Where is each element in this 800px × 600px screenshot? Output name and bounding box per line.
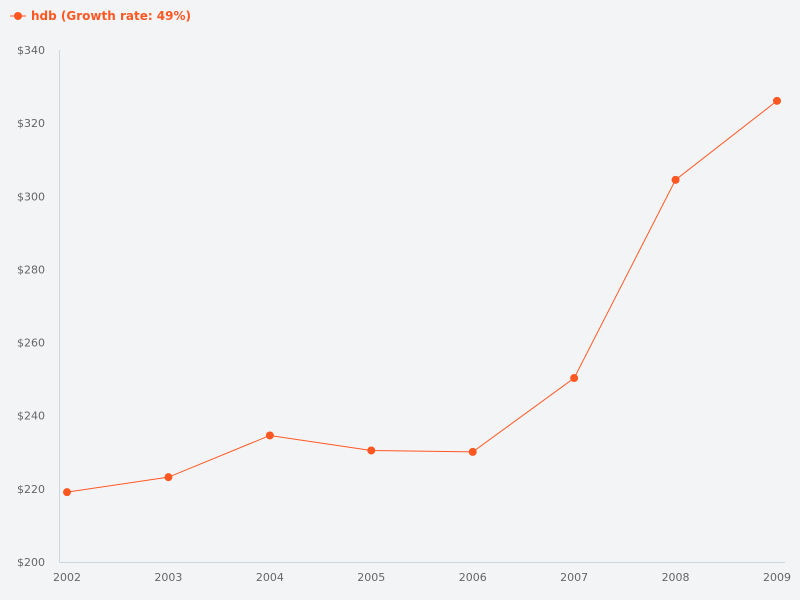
x-tick-label: 2006	[459, 571, 487, 584]
data-point	[367, 446, 376, 455]
legend[interactable]: hdb (Growth rate: 49%)	[10, 9, 191, 23]
series-line	[66, 100, 778, 493]
x-tick-label: 2008	[662, 571, 690, 584]
data-point	[773, 96, 781, 105]
y-tick-label: $300	[17, 190, 45, 203]
data-point	[468, 447, 477, 456]
y-tick-label: $320	[17, 117, 45, 130]
legend-marker-icon	[10, 12, 26, 20]
y-tick-label: $200	[17, 556, 45, 569]
x-tick-label: 2002	[53, 571, 81, 584]
data-point	[265, 431, 274, 440]
x-tick-label: 2003	[154, 571, 182, 584]
x-tick-label: 2007	[560, 571, 588, 584]
data-point	[570, 374, 579, 383]
data-point	[164, 473, 173, 482]
y-tick-label: $240	[17, 410, 45, 423]
x-tick-label: 2005	[357, 571, 385, 584]
x-tick-label: 2009	[763, 571, 791, 584]
y-tick-label: $260	[17, 337, 45, 350]
y-tick-label: $280	[17, 263, 45, 276]
data-point	[671, 175, 680, 184]
y-tick-label: $220	[17, 483, 45, 496]
x-tick-label: 2004	[256, 571, 284, 584]
legend-label: hdb (Growth rate: 49%)	[31, 9, 192, 23]
y-tick-label: $340	[17, 44, 45, 57]
data-point	[63, 488, 71, 497]
